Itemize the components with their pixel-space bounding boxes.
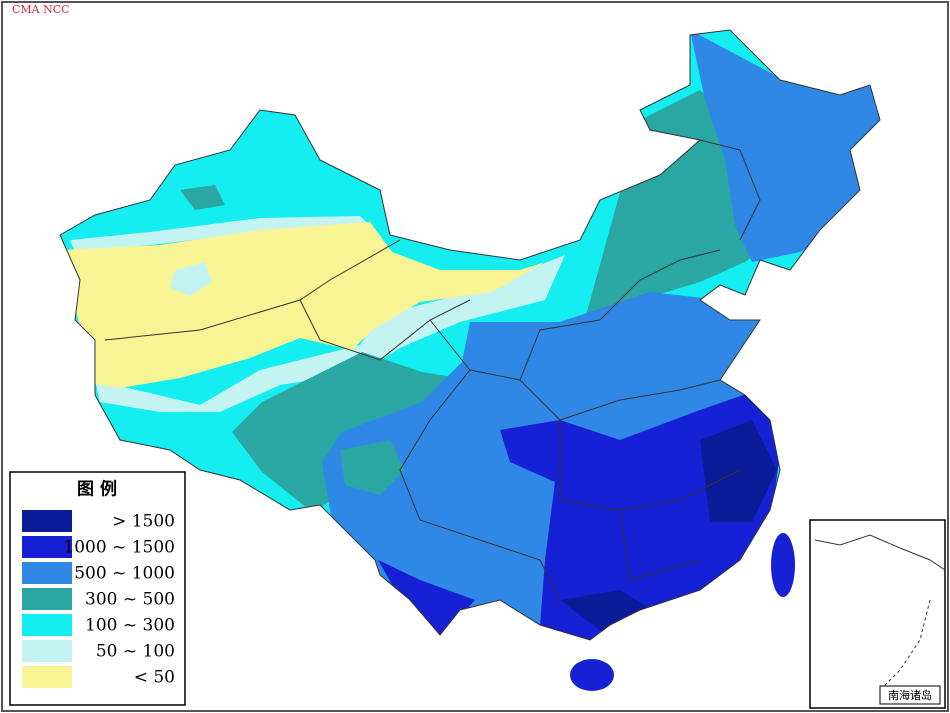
source-label: CMA NCC bbox=[12, 3, 70, 16]
region bbox=[170, 262, 212, 296]
legend-label: > 1500 bbox=[112, 512, 175, 532]
inset-label-box bbox=[879, 685, 941, 705]
legend-label: 100 ~ 300 bbox=[85, 616, 175, 636]
legend-swatch bbox=[22, 562, 72, 584]
region bbox=[232, 90, 785, 512]
legend-label: 500 ~ 1000 bbox=[74, 564, 175, 584]
province-borders bbox=[104, 139, 761, 601]
legend-swatch bbox=[22, 536, 72, 558]
region bbox=[95, 255, 565, 412]
inset-frame bbox=[809, 519, 946, 709]
legend-swatch bbox=[22, 640, 72, 662]
legend-title: 图 例 bbox=[77, 479, 117, 500]
inset-line bbox=[879, 599, 931, 691]
legend-label: 300 ~ 500 bbox=[85, 590, 175, 610]
region bbox=[340, 440, 405, 495]
legend-swatch bbox=[22, 588, 72, 610]
island bbox=[570, 659, 614, 691]
region bbox=[560, 590, 652, 632]
region bbox=[180, 185, 225, 210]
inset-label: 南海诸岛 bbox=[888, 688, 932, 702]
legend-swatch bbox=[22, 666, 72, 688]
legend-swatch bbox=[22, 614, 72, 636]
legend-label: 1000 ~ 1500 bbox=[63, 538, 175, 558]
legend: 图 例 > 1500 1000 ~ 1500 500 ~ 1000 300 ~ 500… bbox=[9, 471, 186, 706]
inset: 南海诸岛 bbox=[809, 519, 946, 709]
legend-swatch bbox=[22, 510, 72, 532]
legend-label: 50 ~ 100 bbox=[96, 642, 175, 662]
island bbox=[771, 533, 795, 597]
region bbox=[70, 216, 380, 252]
legend-label: < 50 bbox=[134, 668, 175, 688]
region bbox=[378, 560, 475, 637]
inset-coast bbox=[814, 534, 946, 571]
